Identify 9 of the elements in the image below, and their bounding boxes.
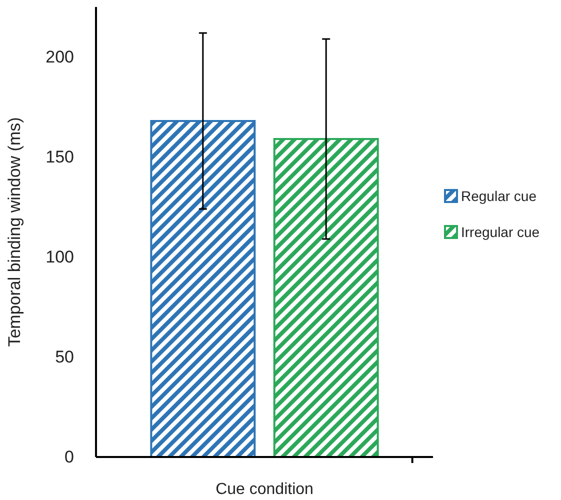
y-tick-label: 150 [46,148,74,166]
legend-label: Irregular cue [461,224,540,240]
y-tick-label: 200 [46,48,74,66]
legend-label: Regular cue [461,188,537,204]
y-axis-title: Temporal binding window (ms) [5,117,24,347]
y-tick-label: 0 [64,448,74,466]
x-axis-title: Cue condition [216,481,314,498]
y-tick-label: 100 [46,248,74,266]
y-tick-label: 50 [55,348,74,366]
